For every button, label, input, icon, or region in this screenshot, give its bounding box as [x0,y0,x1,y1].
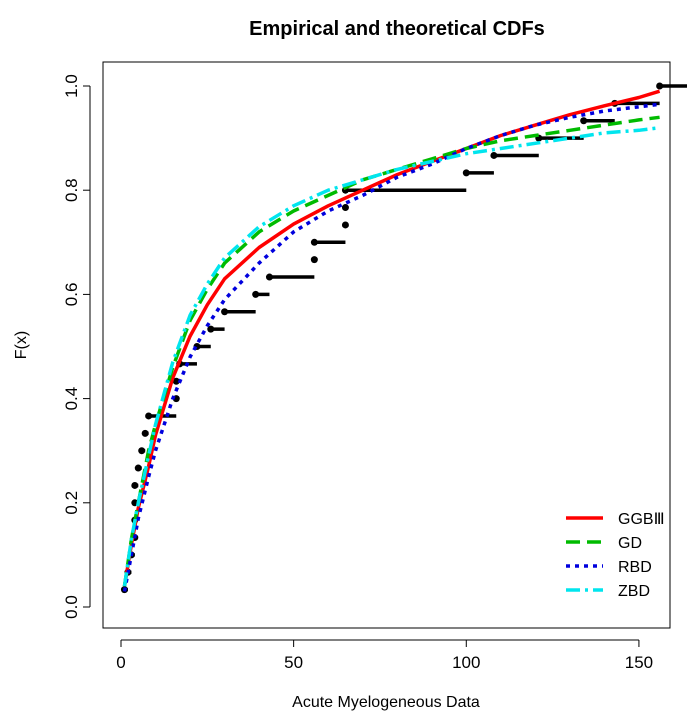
plot-layer [120,82,687,594]
y-tick-label: 0.4 [62,387,81,411]
ecdf-point [341,204,349,212]
ecdf-point [310,238,318,246]
ecdf-point [265,273,273,281]
chart-title: Empirical and theoretical CDFs [249,18,545,40]
ecdf-point [141,429,149,437]
ecdf-point [145,412,153,420]
ecdf-point [207,325,215,333]
legend-label-2: RBD [618,559,652,576]
series-line-3 [122,125,660,587]
y-tick-label: 0.2 [62,491,81,515]
plot-frame [102,61,671,629]
ecdf-point [172,377,180,385]
ecdf-point [221,308,229,316]
x-tick-label: 150 [625,653,653,672]
y-axis-label: F(x) [13,331,30,359]
ecdf-point [134,464,142,472]
series-line-1 [122,115,660,587]
x-tick-label: 0 [116,653,125,672]
ecdf-point [131,481,139,489]
legend: GGBⅢ GD RBD ZBD [566,511,665,600]
ecdf-point [656,82,664,90]
legend-label-0: GGBⅢ [618,511,665,528]
x-tick-label: 50 [284,653,303,672]
ecdf-point [580,117,588,125]
ecdf-point [252,290,260,298]
ecdf-point [490,151,498,159]
axes-layer: 0 50 100 150 0.0 0.2 0.4 0.6 0.8 1.0 [62,74,653,672]
x-axis-label: Acute Myelogeneous Data [292,694,480,711]
ecdf-point [310,256,318,264]
series-line-0 [122,89,661,587]
x-tick-label: 100 [452,653,480,672]
legend-label-1: GD [618,535,642,552]
y-tick-label: 0.6 [62,283,81,307]
y-tick-label: 0.0 [62,595,81,619]
ecdf-point [138,447,146,455]
y-tick-label: 1.0 [62,74,81,98]
y-tick-label: 0.8 [62,178,81,202]
legend-label-3: ZBD [618,583,650,600]
ecdf-point [341,221,349,229]
ecdf-point [462,169,470,177]
